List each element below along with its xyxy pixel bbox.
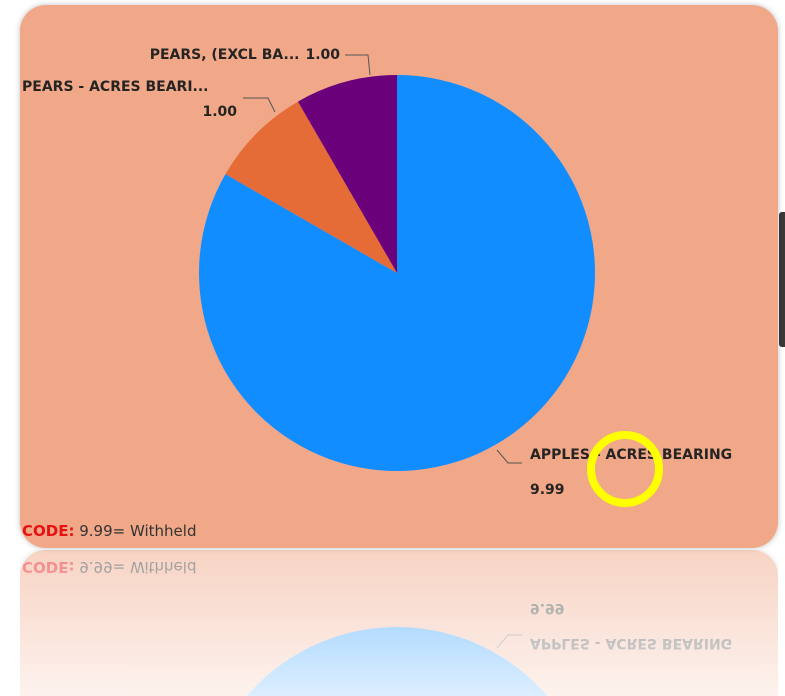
chart-panel: APPLES - ACRES BEARING 9.99 PEARS - ACRES … [20, 5, 778, 548]
category-label: APPLES - ACRES BEARING [530, 447, 732, 463]
value-label: 1.00 [202, 104, 237, 120]
side-tab [779, 212, 785, 347]
leader-line [345, 54, 371, 76]
chart: APPLES - ACRES BEARING 9.99 PEARS - ACRES … [22, 47, 732, 498]
leader-line [496, 449, 522, 464]
value-label: 9.99 [530, 482, 565, 498]
category-label: PEARS - ACRES BEARI... [22, 79, 209, 95]
pie-slice [225, 101, 397, 273]
value-label: 1.00 [305, 47, 340, 63]
footnote-key: CODE: [22, 522, 75, 540]
footnote-text: 9.99= Withheld [79, 522, 197, 540]
data-label: PEARS, (EXCL BA... 1.00 [150, 47, 341, 63]
category-label: PEARS, (EXCL BA... [150, 47, 300, 63]
footnote: CODE: 9.99= Withheld [22, 522, 196, 540]
leader-line [243, 97, 276, 113]
pie-slice [297, 75, 397, 273]
